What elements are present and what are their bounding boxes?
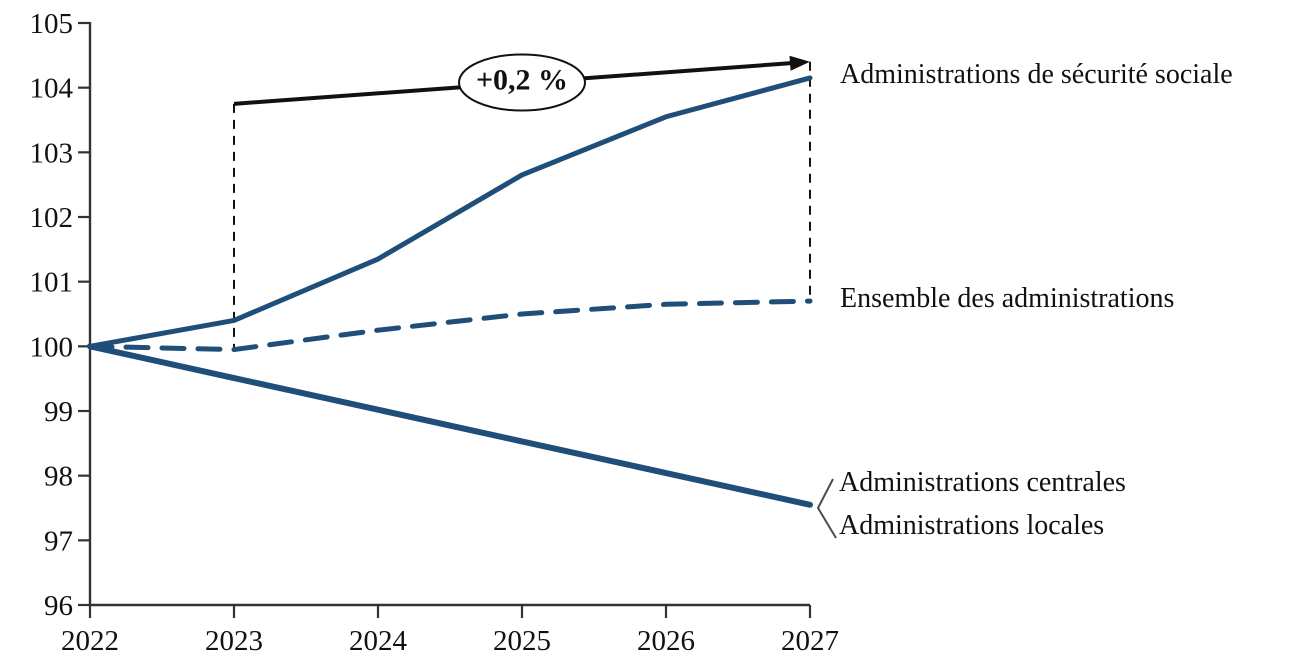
series-line-0 <box>87 75 813 349</box>
growth-annotation-label: +0,2 % <box>475 64 569 98</box>
y-tick-label: 101 <box>30 267 74 299</box>
y-tick-label: 103 <box>30 137 74 169</box>
x-tick-label: 2022 <box>61 625 119 657</box>
series-label-securite-sociale: Administrations de sécurité sociale <box>840 59 1233 90</box>
y-tick-label: 96 <box>44 590 73 622</box>
x-tick-label: 2024 <box>349 625 408 657</box>
series-label-ensemble: Ensemble des administrations <box>840 283 1175 314</box>
growth-arrow-head <box>789 55 810 71</box>
y-tick-label: 102 <box>30 202 74 234</box>
x-tick-label: 2025 <box>493 625 551 657</box>
y-tick-label: 97 <box>44 525 73 557</box>
x-tick-label: 2027 <box>781 625 839 657</box>
y-tick-label: 104 <box>30 73 74 105</box>
growth-annotation-bubble <box>458 53 586 112</box>
y-tick-label: 99 <box>44 396 73 428</box>
y-tick-label: 98 <box>44 461 73 493</box>
label-brace <box>816 478 837 539</box>
y-tick-label: 100 <box>30 331 74 363</box>
series-label-locales: Administrations locales <box>839 510 1105 541</box>
series-label-centrales: Administrations centrales <box>839 467 1126 498</box>
x-tick-label: 2026 <box>637 625 695 657</box>
series-line-1 <box>87 298 813 353</box>
x-tick-label: 2023 <box>205 625 263 657</box>
y-tick-label: 105 <box>30 8 74 40</box>
series-line-3 <box>87 343 813 508</box>
